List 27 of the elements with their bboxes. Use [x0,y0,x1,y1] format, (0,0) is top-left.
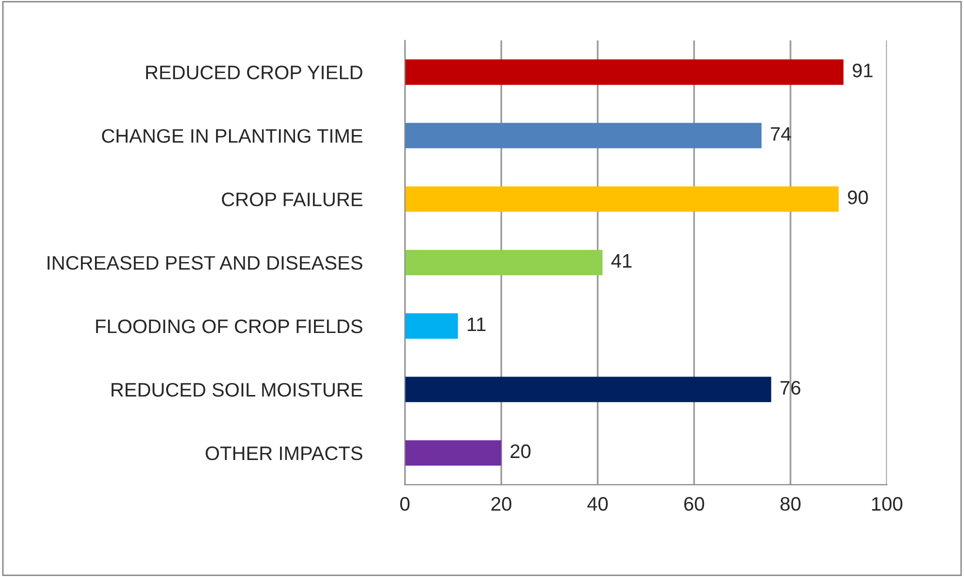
y-tick-label: REDUCED SOIL MOISTURE [112,382,362,397]
x-tick-label: 20 [491,497,512,511]
y-tick-label: REDUCED CROP YIELD [146,66,362,80]
y-tick-label: CHANGE IN PLANTING TIME [102,129,362,143]
bar [404,440,502,466]
bar [404,313,458,339]
data-label: 11 [468,318,486,332]
data-label: 91 [852,64,873,78]
y-tick-label: CROP FAILURE [222,192,362,206]
bar [404,122,762,148]
x-tick-label: 0 [400,497,410,511]
y-tick-label: FLOODING OF CROP FIELDS [96,319,362,334]
bar [404,250,602,276]
bar [404,59,844,85]
data-label: 20 [510,444,530,458]
data-label: 90 [848,190,868,204]
data-label: 41 [611,254,632,268]
x-tick-label: 80 [780,497,801,511]
data-label: 76 [780,380,800,395]
x-tick-label: 40 [587,497,608,511]
bar [404,376,772,402]
x-tick-label: 60 [684,497,704,511]
bar [404,186,839,212]
x-tick-label: 100 [872,497,902,511]
y-tick-label: INCREASED PEST AND DISEASES [48,256,362,270]
data-label: 74 [770,127,791,141]
y-tick-label: OTHER IMPACTS [206,446,362,460]
